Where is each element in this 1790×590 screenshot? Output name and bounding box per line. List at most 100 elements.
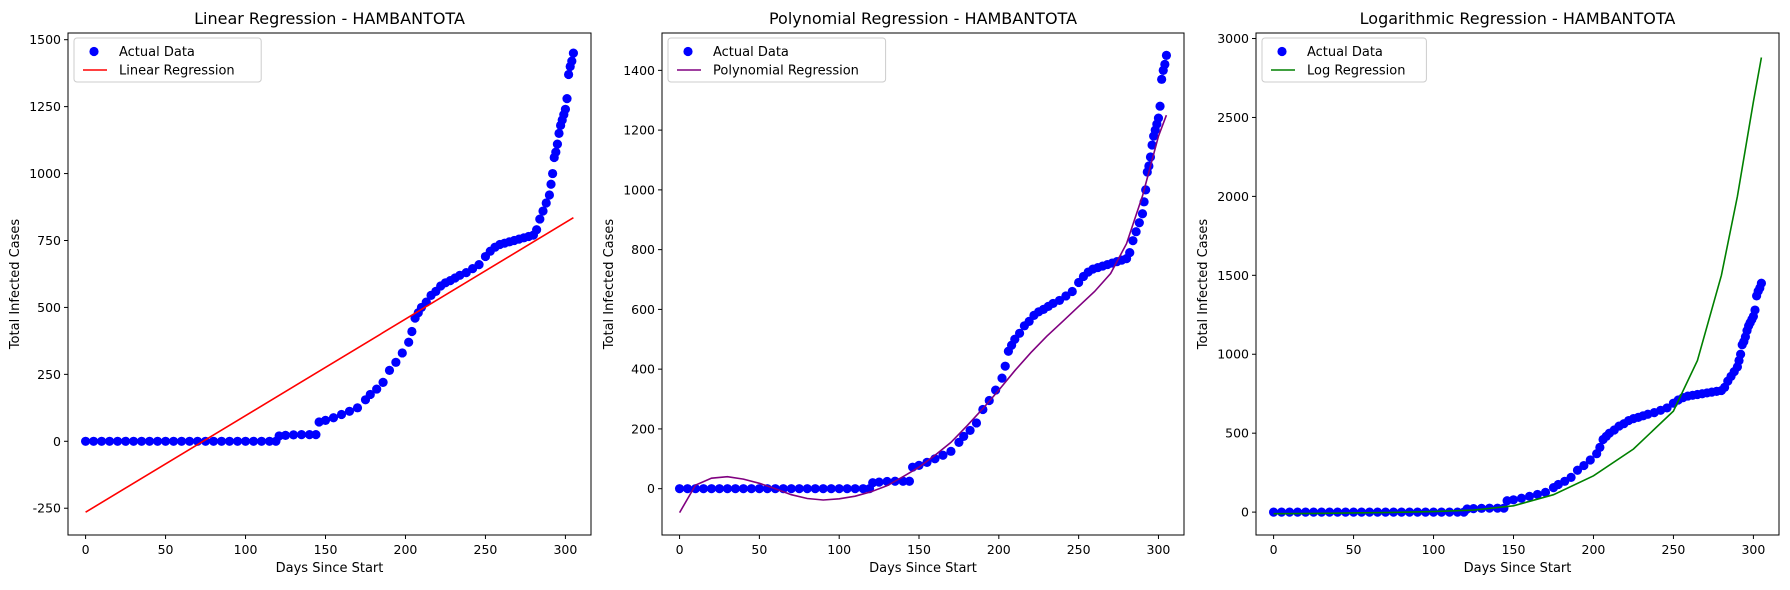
actual-data-point xyxy=(738,484,749,494)
y-tick-label: 1000 xyxy=(29,166,61,181)
plot-area xyxy=(674,50,1172,514)
actual-data-point xyxy=(1155,101,1165,111)
actual-data-point xyxy=(810,484,820,494)
plot-area xyxy=(80,48,579,513)
actual-data-point xyxy=(1524,491,1535,501)
actual-data-point xyxy=(1160,59,1170,69)
actual-data-point xyxy=(802,484,812,494)
x-tick-label: 0 xyxy=(82,542,90,557)
actual-data-point xyxy=(216,436,227,446)
actual-data-point xyxy=(474,259,484,270)
y-tick-label: 1500 xyxy=(1217,268,1249,283)
actual-data-point xyxy=(320,415,331,426)
axes-frame xyxy=(1255,32,1780,536)
y-tick-label: 1250 xyxy=(29,99,61,114)
actual-data-point xyxy=(1756,278,1767,288)
actual-data-point xyxy=(826,484,836,494)
legend-label: Linear Regression xyxy=(119,64,235,79)
actual-data-point xyxy=(136,436,147,446)
x-tick-label: 200 xyxy=(1582,542,1606,557)
actual-data-point xyxy=(1131,227,1141,237)
x-tick-label: 250 xyxy=(1662,542,1686,557)
x-tick-label: 250 xyxy=(474,542,498,557)
actual-data-point xyxy=(1595,442,1605,452)
actual-data-point xyxy=(754,484,764,494)
plot-area xyxy=(1268,57,1767,517)
actual-data-point xyxy=(674,484,685,494)
actual-data-point xyxy=(965,425,975,436)
actual-data-point xyxy=(336,409,347,420)
y-tick-label: 600 xyxy=(631,302,655,317)
actual-data-point xyxy=(548,168,558,179)
actual-data-point xyxy=(224,436,235,446)
actual-data-point xyxy=(1000,361,1010,371)
actual-data-point xyxy=(1157,74,1167,84)
x-tick-label: 200 xyxy=(394,542,418,557)
x-tick-label: 0 xyxy=(676,542,684,557)
regression-line xyxy=(678,114,1168,514)
actual-data-point xyxy=(232,436,243,446)
y-tick-label: 400 xyxy=(631,362,655,377)
actual-data-point xyxy=(1153,113,1164,123)
y-tick-label: 1000 xyxy=(623,182,655,197)
actual-data-point xyxy=(352,403,363,413)
chart-panel-3: Logarithmic Regression - HAMBANTOTA 0 50 10… xyxy=(1196,9,1780,576)
x-tick-label: 50 xyxy=(158,542,174,557)
legend: Actual Data Log Regression xyxy=(1261,37,1427,83)
actual-data-point xyxy=(1276,507,1287,517)
actual-data-point xyxy=(1750,305,1760,315)
legend-label: Actual Data xyxy=(713,45,789,60)
y-axis-label: Total Infected Cases xyxy=(1196,219,1211,351)
actual-data-point xyxy=(786,484,796,494)
y-tick-label: 2500 xyxy=(1217,110,1249,125)
y-tick-label: 1200 xyxy=(623,123,655,138)
x-tick-label: 150 xyxy=(1502,542,1526,557)
actual-data-point xyxy=(568,48,579,58)
y-tick-label: -250 xyxy=(33,501,61,516)
actual-data-point xyxy=(567,56,577,66)
legend-marker-actual xyxy=(89,46,99,57)
legend-box xyxy=(667,37,887,83)
actual-data-point xyxy=(1468,504,1479,514)
actual-data-point xyxy=(1128,236,1138,246)
actual-data-point xyxy=(1516,493,1527,503)
actual-data-point xyxy=(818,484,828,494)
actual-data-point xyxy=(554,128,564,138)
actual-data-point xyxy=(562,93,572,104)
actual-data-point xyxy=(1476,503,1487,513)
legend: Actual Data Linear Regression xyxy=(73,37,262,83)
actual-data-point xyxy=(1284,507,1295,517)
actual-data-point xyxy=(959,431,969,441)
actual-data-point xyxy=(682,484,693,494)
actual-data-point xyxy=(1662,403,1672,413)
actual-data-point xyxy=(1014,328,1025,338)
regression-line xyxy=(1273,57,1763,515)
actual-data-point xyxy=(160,436,171,446)
actual-data-point xyxy=(1292,507,1303,517)
actual-data-point xyxy=(407,326,417,337)
chart-panel-1: Linear Regression - HAMBANTOTA 0 50 100 150 2… xyxy=(8,9,592,576)
actual-data-point xyxy=(1061,291,1071,301)
y-tick-label: 250 xyxy=(37,367,61,382)
actual-data-point xyxy=(96,436,107,446)
actual-data-point xyxy=(1125,248,1135,258)
actual-data-point xyxy=(546,179,556,189)
actual-data-point xyxy=(1161,50,1172,61)
legend-label: Polynomial Regression xyxy=(713,64,859,79)
chart-title: Polynomial Regression - HAMBANTOTA xyxy=(769,9,1077,28)
x-tick-label: 100 xyxy=(234,542,258,557)
x-tick-label: 0 xyxy=(1270,542,1278,557)
actual-data-point xyxy=(344,406,355,416)
actual-data-point xyxy=(1324,507,1335,517)
legend-label: Log Regression xyxy=(1307,64,1405,79)
actual-data-point xyxy=(397,348,407,358)
y-tick-label: 2000 xyxy=(1217,189,1249,204)
x-tick-label: 250 xyxy=(1067,542,1091,557)
actual-data-point xyxy=(1579,460,1589,471)
x-axis-label: Days Since Start xyxy=(869,561,977,576)
actual-data-point xyxy=(1268,507,1279,517)
actual-data-point xyxy=(120,436,131,446)
actual-data-point xyxy=(991,385,1001,395)
actual-data-point xyxy=(168,436,179,446)
